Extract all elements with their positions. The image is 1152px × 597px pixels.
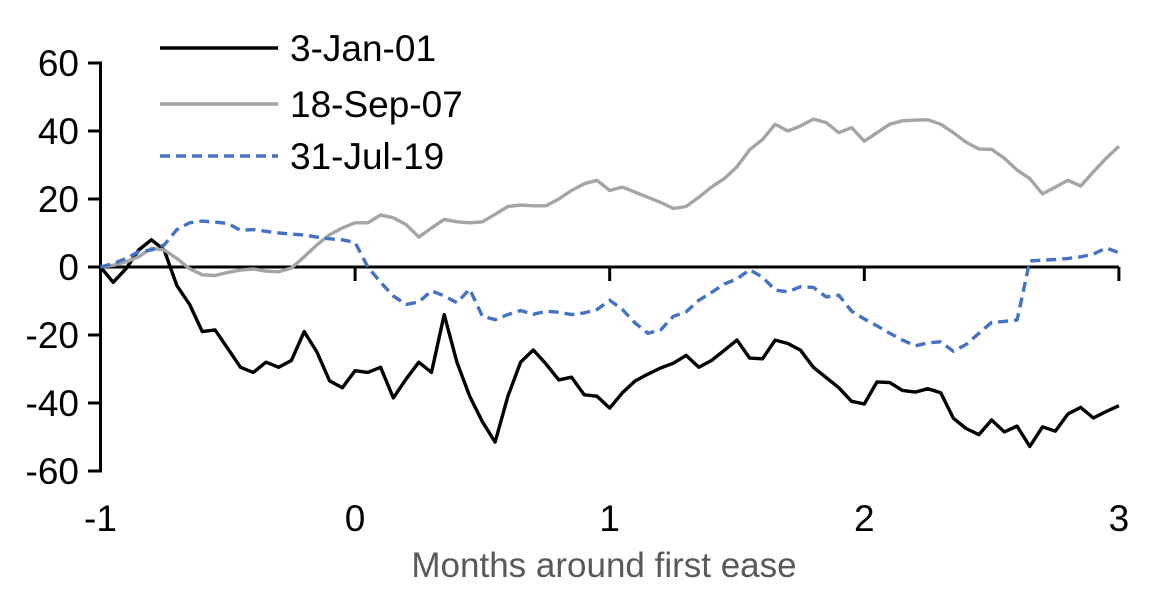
y-tick-label-40: 40 xyxy=(38,111,79,152)
legend-label-18-sep-07: 18-Sep-07 xyxy=(290,84,463,125)
x-tick-label-1: 1 xyxy=(599,498,620,539)
x-tick-label-0: 0 xyxy=(345,498,366,539)
legend-label-31-jul-19: 31-Jul-19 xyxy=(290,136,444,177)
x-tick-label--1: -1 xyxy=(84,498,117,539)
y-tick-label-0: 0 xyxy=(58,247,79,288)
series-line-31-jul-19 xyxy=(100,219,1120,353)
y-tick-label-20: 20 xyxy=(38,179,79,220)
y-tick-label--20: -20 xyxy=(26,315,79,356)
zero-line xyxy=(100,265,1121,281)
x-tick-label-3: 3 xyxy=(1109,498,1130,539)
series-line-3-jan-01 xyxy=(99,238,1120,449)
y-tick-label--40: -40 xyxy=(26,383,79,424)
y-axis xyxy=(88,61,102,473)
y-tick-label--60: -60 xyxy=(26,451,79,492)
y-tick-label-60: 60 xyxy=(38,43,79,84)
chart-generated: 60 40 20 0 -20 -40 -60-1 0 1 2 3 3-Jan-01 18-Sep-07 3… xyxy=(26,28,1130,539)
legend-label-3-jan-01: 3-Jan-01 xyxy=(290,28,436,69)
series-line-18-sep-07 xyxy=(100,117,1121,278)
x-tick-label-2: 2 xyxy=(854,498,875,539)
x-axis-title: Months around first ease xyxy=(411,546,796,585)
